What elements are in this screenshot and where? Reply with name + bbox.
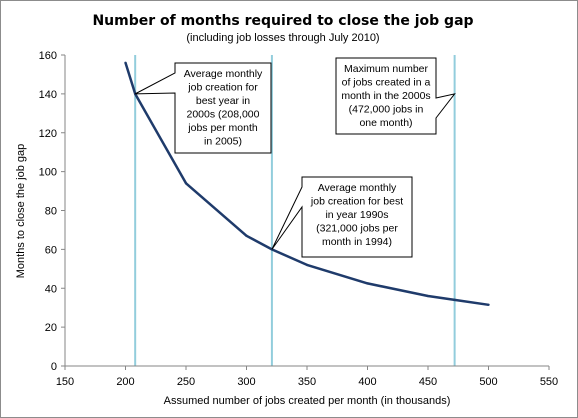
y-tick-label-4: 80	[45, 206, 57, 218]
annotation-line-0-5: in 2005)	[204, 136, 242, 148]
annotation-box-2	[335, 57, 456, 135]
y-tick-label-3: 60	[45, 244, 57, 256]
annotation-line-0-4: jobs per month	[187, 122, 258, 134]
data-point-9	[487, 303, 490, 306]
x-tick-label-3: 300	[237, 376, 255, 388]
annotation-line-0-0: Average monthly	[184, 68, 263, 80]
x-tick-label-5: 400	[358, 376, 376, 388]
x-tick-label-1: 200	[116, 376, 134, 388]
annotation-line-0-3: 2000s (208,000	[187, 109, 260, 121]
x-tick-label-2: 250	[177, 376, 195, 388]
y-axis-label: Months to close the job gap	[15, 144, 27, 279]
x-axis-label: Assumed number of jobs created per month…	[164, 395, 451, 407]
reference-lines	[134, 55, 456, 366]
annotation-line-1-4: month in 1994)	[322, 236, 392, 248]
annotation-line-1-2: in year 1990s	[325, 209, 388, 221]
annotation-line-2-1: of jobs created in a	[342, 77, 431, 89]
annotation-callout-2: Maximum number of jobs created in amonth …	[335, 57, 456, 135]
y-tick-label-2: 40	[45, 283, 57, 295]
x-tick-label-6: 450	[419, 376, 437, 388]
y-tick-label-5: 100	[39, 167, 57, 179]
annotation-line-1-3: (321,000 jobs per	[316, 223, 398, 235]
x-tick-label-4: 350	[298, 376, 316, 388]
data-point-5	[305, 263, 309, 267]
chart-subtitle: (including job losses through July 2010)	[186, 32, 379, 44]
data-point-7	[426, 294, 430, 298]
annotation-line-0-2: best year in	[196, 95, 250, 107]
y-tick-label-6: 120	[39, 128, 57, 140]
chart-title: Number of months required to close the j…	[92, 13, 473, 29]
series-line-0	[124, 62, 489, 307]
annotation-line-2-4: one month)	[359, 117, 412, 129]
annotation-line-2-0: Maximum number	[344, 63, 429, 75]
annotation-box-0	[134, 62, 272, 154]
x-tick-label-8: 550	[540, 376, 558, 388]
annotation-line-2-2: month in the 2000s	[341, 90, 430, 102]
data-point-6	[366, 282, 369, 285]
data-point-0	[124, 61, 127, 64]
x-tick-label-7: 500	[479, 376, 497, 388]
series-layer	[124, 61, 490, 307]
y-tick-label-1: 20	[45, 322, 57, 334]
data-point-2	[184, 182, 188, 185]
annotation-line-1-1: job creation for best	[310, 196, 403, 208]
annotation-line-1-0: Average monthly	[318, 182, 397, 194]
annotation-line-0-1: job creation for	[187, 82, 258, 94]
annotation-line-2-3: (472,000 jobs in	[349, 104, 424, 116]
y-tick-label-8: 160	[39, 50, 57, 62]
data-point-3	[245, 234, 248, 237]
y-tick-label-0: 0	[51, 361, 57, 373]
data-point-8	[453, 298, 456, 302]
annotation-box-1	[271, 176, 413, 258]
x-tick-label-0: 150	[56, 376, 74, 388]
axes: 0 20 40 60 80 100 120 140 160 150 200 250 300 350 400 4…	[39, 50, 559, 388]
y-tick-label-7: 140	[39, 89, 57, 101]
